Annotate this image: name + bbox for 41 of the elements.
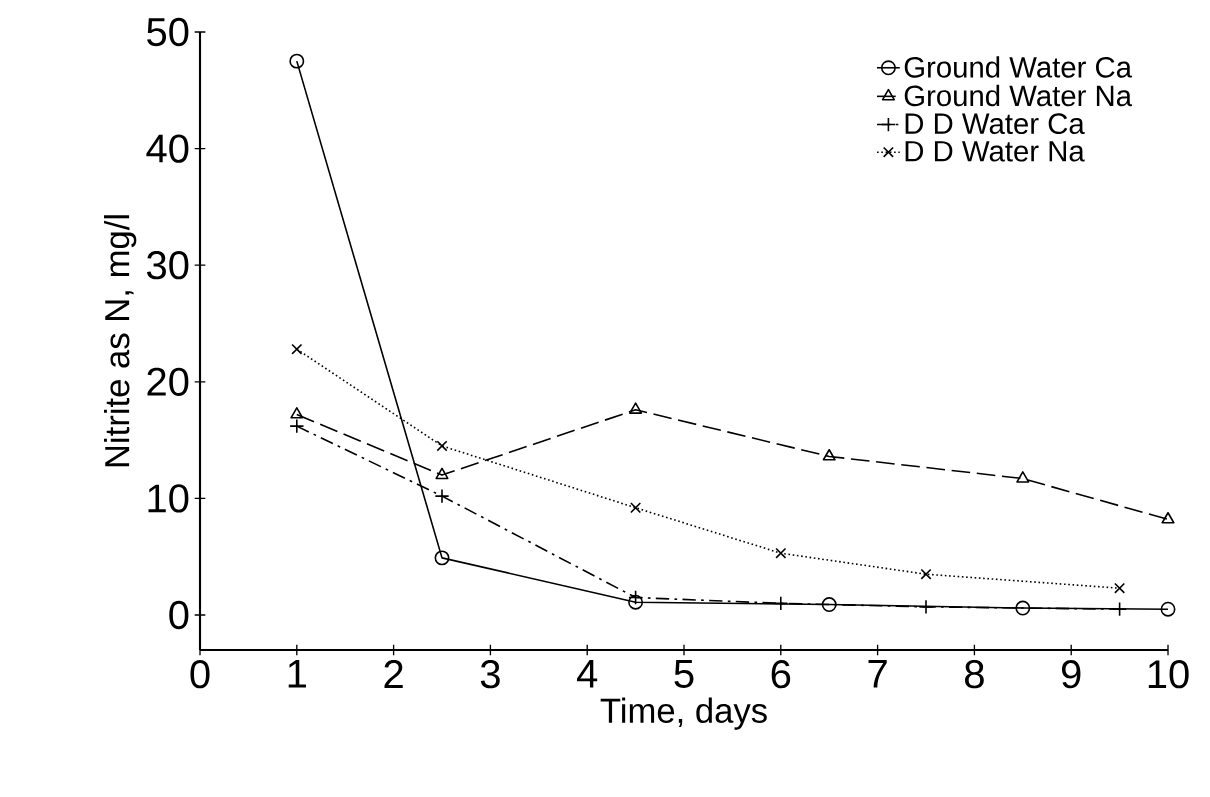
- y-tick-label: 10: [148, 484, 189, 513]
- point: [1016, 471, 1030, 483]
- point: [1161, 511, 1175, 524]
- x-tick-label: 5: [674, 660, 694, 688]
- point: [775, 547, 787, 559]
- point: [436, 440, 448, 452]
- point: [290, 406, 304, 419]
- x-tick-label: 10: [1148, 660, 1189, 689]
- point: [1114, 582, 1126, 594]
- x-axis-title: Time, days: [600, 697, 767, 730]
- point: [291, 343, 303, 355]
- y-tick-label: 40: [146, 134, 189, 163]
- x-tick-label: 3: [480, 660, 500, 689]
- point: [628, 594, 644, 610]
- legend-label: D D Water Ca: [905, 113, 1085, 135]
- x-tick-label: 2: [384, 660, 403, 688]
- y-axis-title: Nitrite as N, mg/l: [104, 215, 137, 467]
- point: [1015, 600, 1031, 616]
- y-tick-label: 20: [147, 367, 189, 396]
- x-tick-label: 7: [868, 660, 887, 688]
- point: [630, 502, 642, 514]
- x-tick-label: 4: [577, 660, 598, 688]
- x-tick-label: 8: [965, 660, 984, 689]
- point: [920, 568, 932, 580]
- x-tick-label: 6: [771, 660, 791, 689]
- legend-label: D D Water Na: [905, 141, 1085, 162]
- point: [435, 467, 449, 480]
- y-tick-label: 50: [147, 17, 189, 47]
- y-tick-label: 30: [146, 251, 189, 280]
- x-tick-label: 1: [288, 660, 306, 688]
- legend-label: Ground Water Na: [904, 84, 1132, 107]
- point: [629, 402, 643, 414]
- point: [434, 550, 450, 566]
- point: [821, 597, 837, 612]
- legend-label: Ground Water Ca: [904, 56, 1132, 78]
- point: [1160, 601, 1176, 617]
- point: [822, 448, 836, 461]
- x-tick-label: 9: [1061, 660, 1081, 689]
- x-tick-label: 0: [190, 660, 210, 689]
- y-tick-label: 0: [169, 600, 189, 630]
- point: [289, 53, 305, 69]
